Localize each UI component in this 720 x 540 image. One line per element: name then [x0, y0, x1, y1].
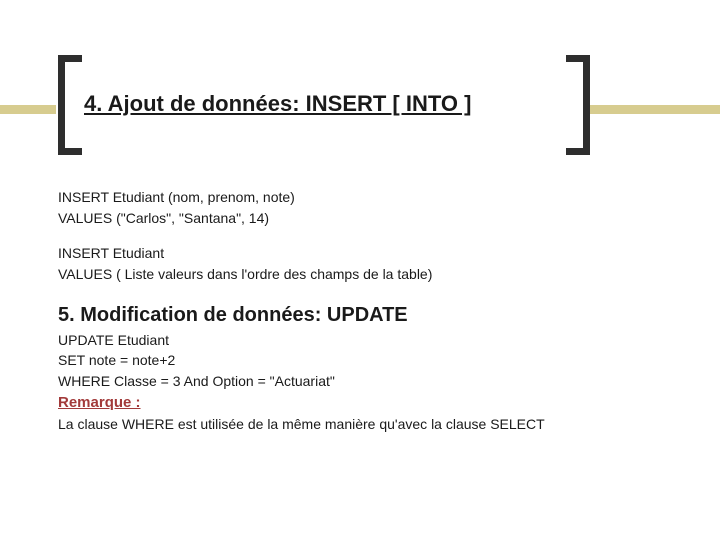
title-area: 4. Ajout de données: INSERT [ INTO ] [0, 55, 720, 160]
insert-example1-line2: VALUES ("Carlos", "Santana", 14) [58, 209, 678, 228]
update-example-line2: SET note = note+2 [58, 351, 678, 370]
insert-example1-line1: INSERT Etudiant (nom, prenom, note) [58, 188, 678, 207]
update-example-line3: WHERE Classe = 3 And Option = "Actuariat… [58, 372, 678, 391]
insert-example2-line2: VALUES ( Liste valeurs dans l'ordre des … [58, 265, 678, 284]
decor-strip-right [589, 105, 720, 114]
section2-title: 5. Modification de données: UPDATE [58, 302, 678, 329]
update-example-line1: UPDATE Etudiant [58, 331, 678, 350]
insert-example2-line1: INSERT Etudiant [58, 244, 678, 263]
bracket-right [566, 55, 590, 155]
remark-label: Remarque : [58, 393, 678, 413]
page-title: 4. Ajout de données: INSERT [ INTO ] [84, 91, 471, 117]
content-body: INSERT Etudiant (nom, prenom, note) VALU… [58, 188, 678, 436]
bracket-left [58, 55, 82, 155]
remark-text: La clause WHERE est utilisée de la même … [58, 415, 678, 434]
decor-strip-left [0, 105, 56, 114]
